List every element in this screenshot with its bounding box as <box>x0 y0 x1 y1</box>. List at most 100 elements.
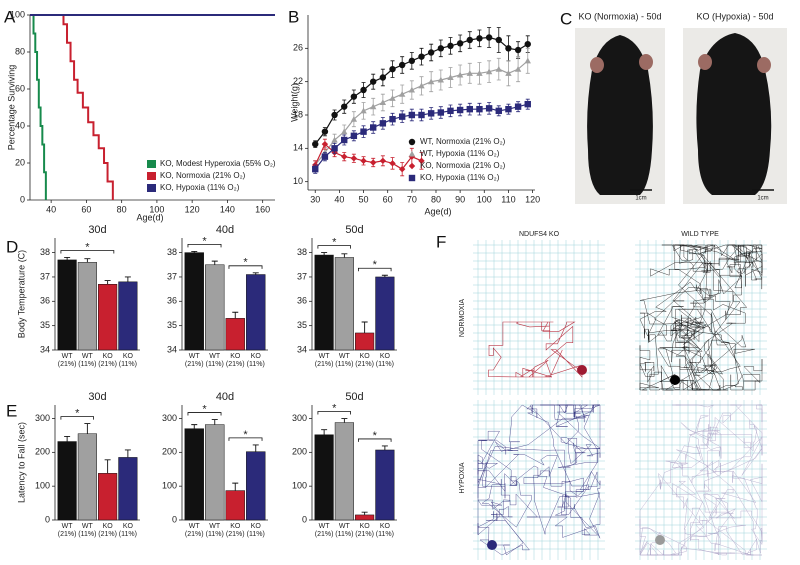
x-tick-label: KO (21%) <box>355 523 374 538</box>
y-tick-label: 35 <box>167 320 177 330</box>
significance-label: * <box>373 259 378 271</box>
x-tick-label: WT (21%) <box>184 523 204 538</box>
x-tick-label: 60 <box>383 194 393 204</box>
marker <box>360 157 367 165</box>
movement-track <box>639 244 763 391</box>
chart-title: 40d <box>216 391 234 403</box>
movement-track <box>639 404 763 556</box>
significance-label: * <box>332 237 337 249</box>
significance-label: * <box>373 430 378 442</box>
error-bar <box>191 424 198 429</box>
x-tick-label-box: WT (11%) <box>205 353 224 368</box>
panel-letter: E <box>6 401 17 420</box>
error-bar <box>64 257 71 260</box>
y-tick-label: 34 <box>40 344 50 354</box>
bar <box>57 259 77 351</box>
marker <box>408 86 416 93</box>
start-dot <box>655 535 665 545</box>
photo-title: KO (Hypoxia) - 50d <box>696 11 773 21</box>
error-bar <box>211 260 218 265</box>
x-tick-label-box: KO (11%) <box>247 523 265 538</box>
x-tick-label: 60 <box>81 204 91 214</box>
bar <box>184 428 204 521</box>
marker <box>466 105 473 113</box>
error-bar <box>321 252 328 256</box>
bar <box>225 318 245 351</box>
marker <box>360 107 367 114</box>
x-tick-label-box: WT (11%) <box>206 523 224 538</box>
marker <box>331 145 338 152</box>
movement-track <box>477 404 601 556</box>
error-bar <box>124 449 131 458</box>
start-dot <box>487 540 497 550</box>
x-tick-label: WT (21%) <box>314 523 334 538</box>
marker <box>312 165 319 173</box>
ear <box>757 57 771 73</box>
panel-letter: B <box>288 7 299 26</box>
chart: 50d 0 100 200 300 WT (21%)WT (11%)KO (21%)KO … <box>292 391 397 538</box>
chart: E 30d Latency to Fall (sec) 0 100 200 300 WT (2… <box>6 391 140 538</box>
significance-label: * <box>202 235 207 247</box>
x-tick-label-box: WT (11%) <box>335 523 353 538</box>
significance-label: * <box>243 257 248 269</box>
bar <box>184 252 204 351</box>
movement-track <box>488 321 583 378</box>
bar <box>246 274 266 351</box>
marker <box>476 35 483 42</box>
marker <box>370 103 377 110</box>
x-tick-label: WT (11%) <box>205 353 224 368</box>
start-dot <box>670 375 680 385</box>
marker <box>398 165 406 173</box>
legend-swatch <box>147 184 156 192</box>
x-tick-label-box: WT (11%) <box>78 353 97 368</box>
x-tick-label: 40 <box>46 204 56 214</box>
error-bar <box>104 280 111 285</box>
x-tick-label: 50 <box>359 194 369 204</box>
error-bar <box>321 429 328 435</box>
x-tick-label-box: WT (21%) <box>58 353 77 368</box>
bar <box>98 473 118 521</box>
bar <box>57 441 77 521</box>
error-bar <box>341 253 348 258</box>
y-tick-label: 37 <box>167 271 177 281</box>
x-tick-label-box: KO (21%) <box>226 353 245 368</box>
bar <box>375 449 395 521</box>
marker <box>485 105 493 112</box>
marker <box>505 105 512 113</box>
error-bar <box>252 272 259 275</box>
error-bar <box>232 311 239 319</box>
chart: B Weight(g) Age(d) 10 14 18 22 26 30 40 50 60 70 80 90… <box>288 7 540 216</box>
marker <box>379 74 387 81</box>
marker <box>427 49 435 56</box>
x-axis-label: Age(d) <box>424 206 451 216</box>
x-tick-label: WT (21%) <box>57 523 77 538</box>
scale-label: 1cm <box>757 196 768 202</box>
legend-label: WT, Normoxia (21% O₂) <box>420 137 506 146</box>
y-tick-label: 18 <box>293 109 303 119</box>
x-tick-label-box: WT (21%) <box>314 523 334 538</box>
x-tick-label: 120 <box>185 204 200 214</box>
y-tick-label: 22 <box>293 76 303 86</box>
ear <box>698 54 712 70</box>
y-tick-label: 100 <box>35 481 50 491</box>
marker <box>418 82 425 89</box>
panel-letter: F <box>436 232 446 251</box>
y-tick-label: 35 <box>40 320 50 330</box>
x-tick-label: WT (21%) <box>184 353 204 368</box>
significance-bracket <box>358 267 392 272</box>
y-tick-label: 60 <box>15 83 25 93</box>
marker <box>437 76 445 83</box>
x-tick-label: WT (11%) <box>78 523 97 538</box>
marker <box>524 100 531 108</box>
marker <box>408 57 416 65</box>
track-panels <box>473 240 767 560</box>
x-tick-label-box: KO (21%) <box>355 353 374 368</box>
marker <box>495 107 502 115</box>
significance-label: * <box>332 402 337 414</box>
x-tick-label: WT (11%) <box>78 353 97 368</box>
x-tick-label-box: WT (21%) <box>57 523 77 538</box>
x-tick-label-box: WT (21%) <box>315 353 334 368</box>
y-tick-label: 20 <box>15 157 25 167</box>
panel-letter: D <box>6 237 18 256</box>
marker <box>456 40 464 47</box>
